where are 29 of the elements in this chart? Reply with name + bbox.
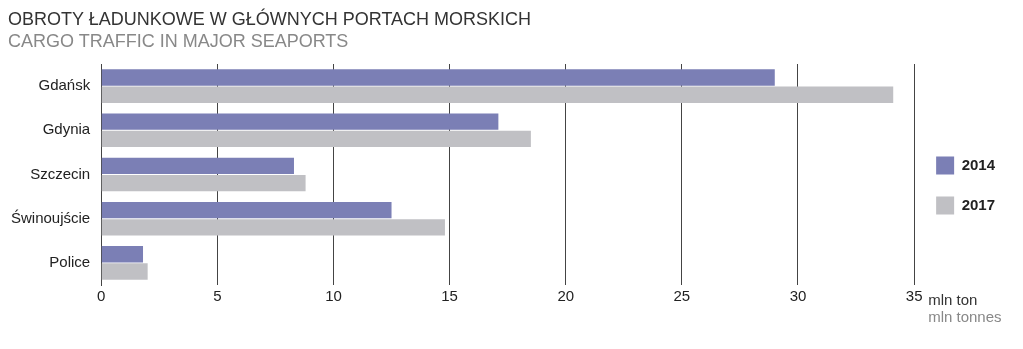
- x-tick-label: 25: [673, 287, 691, 305]
- text: mln tonnes: [928, 307, 1002, 325]
- y-tick-label: Police: [49, 253, 91, 271]
- y-tick-label: Świnoujście: [10, 208, 91, 226]
- y-tick-label: Gdańsk: [38, 76, 91, 94]
- x-axis-title: mln ton: [928, 290, 978, 308]
- chart-title: OBROTY ŁADUNKOWE W GŁÓWNYCH PORTACH MORSKICH: [8, 8, 533, 30]
- x-tick-label: 5: [213, 287, 222, 305]
- x-tick-label: 20: [557, 287, 575, 305]
- bar: [101, 69, 775, 86]
- x-tick-label: 10: [325, 287, 342, 305]
- bar: [101, 263, 148, 280]
- bar: [101, 86, 894, 103]
- x-tick-label: 15: [441, 287, 458, 305]
- x-tick-label: 0: [97, 287, 106, 305]
- bar: [101, 157, 294, 175]
- x-tick-label: 30: [789, 287, 807, 305]
- x-tick-label: 35: [905, 287, 923, 305]
- bar: [101, 201, 392, 219]
- bar: [101, 219, 445, 236]
- legend-label: 2017: [961, 195, 996, 213]
- bar: [101, 130, 531, 148]
- y-tick-label: Szczecin: [30, 164, 91, 182]
- legend-label: 2014: [961, 155, 996, 173]
- bar: [101, 113, 499, 130]
- y-tick-label: Gdynia: [42, 120, 91, 138]
- chart-subtitle: CARGO TRAFFIC IN MAJOR SEAPORTS: [8, 30, 350, 52]
- bar: [101, 246, 144, 263]
- bar: [101, 174, 306, 192]
